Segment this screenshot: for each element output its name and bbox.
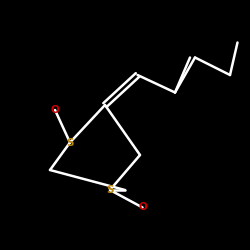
Text: S: S: [66, 138, 74, 147]
Text: S: S: [106, 185, 114, 195]
Text: O: O: [50, 105, 59, 115]
Text: O: O: [138, 202, 147, 212]
